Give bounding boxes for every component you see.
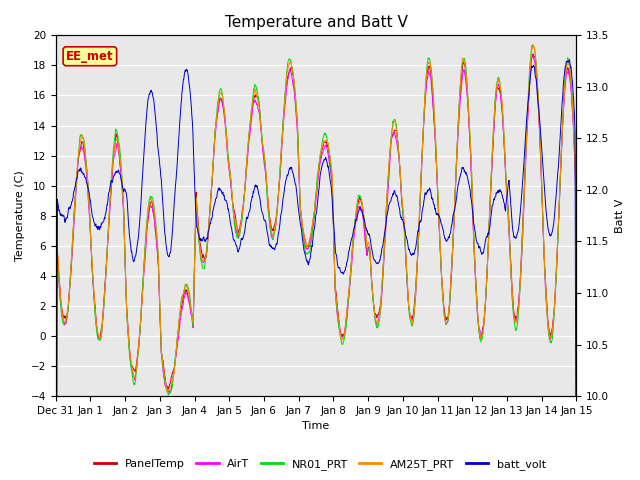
AirT [397, 185, 404, 191]
AM25T_PRT [168, 380, 175, 385]
NR01_PRT [529, 42, 536, 48]
NR01_PRT [397, 181, 404, 187]
AM25T_PRT [529, 42, 537, 48]
Line: AM25T_PRT: AM25T_PRT [56, 45, 577, 392]
AirT [166, 390, 174, 396]
AirT [529, 53, 537, 59]
batt_volt [465, 180, 472, 186]
Text: EE_met: EE_met [66, 50, 114, 63]
AM25T_PRT [164, 389, 172, 395]
NR01_PRT [168, 386, 175, 392]
NR01_PRT [155, 269, 163, 275]
PanelTemp [52, 286, 60, 291]
AM25T_PRT [465, 115, 473, 121]
AM25T_PRT [511, 317, 519, 323]
Line: NR01_PRT: NR01_PRT [56, 45, 577, 395]
PanelTemp [511, 314, 519, 320]
NR01_PRT [511, 323, 519, 329]
batt_volt [226, 215, 234, 220]
batt_volt [168, 239, 175, 245]
PanelTemp [573, 241, 580, 247]
AirT [52, 288, 60, 293]
batt_volt [566, 57, 573, 62]
PanelTemp [227, 171, 234, 177]
X-axis label: Time: Time [303, 421, 330, 432]
AirT [155, 277, 163, 283]
AM25T_PRT [397, 182, 404, 188]
PanelTemp [155, 276, 163, 282]
batt_volt [511, 234, 518, 240]
PanelTemp [529, 51, 537, 57]
Line: batt_volt: batt_volt [56, 60, 577, 480]
Y-axis label: Batt V: Batt V [615, 199, 625, 233]
batt_volt [155, 153, 163, 158]
AirT [573, 246, 580, 252]
AirT [511, 317, 519, 323]
AM25T_PRT [573, 242, 580, 248]
AirT [168, 382, 175, 387]
Title: Temperature and Batt V: Temperature and Batt V [225, 15, 408, 30]
batt_volt [397, 213, 404, 219]
NR01_PRT [573, 240, 580, 245]
Y-axis label: Temperature (C): Temperature (C) [15, 170, 25, 261]
AirT [227, 175, 234, 181]
PanelTemp [168, 373, 175, 379]
NR01_PRT [164, 392, 172, 398]
NR01_PRT [52, 289, 60, 295]
AM25T_PRT [52, 281, 60, 287]
PanelTemp [164, 386, 172, 392]
AirT [465, 120, 473, 126]
AM25T_PRT [155, 271, 163, 276]
PanelTemp [397, 184, 404, 190]
NR01_PRT [465, 112, 473, 118]
Legend: PanelTemp, AirT, NR01_PRT, AM25T_PRT, batt_volt: PanelTemp, AirT, NR01_PRT, AM25T_PRT, ba… [90, 455, 550, 474]
AM25T_PRT [227, 171, 234, 177]
PanelTemp [465, 119, 473, 124]
Line: PanelTemp: PanelTemp [56, 54, 577, 389]
Line: AirT: AirT [56, 56, 577, 393]
NR01_PRT [227, 171, 234, 177]
